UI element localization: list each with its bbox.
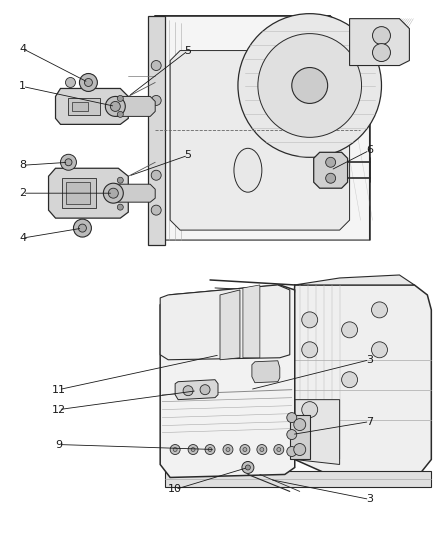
Polygon shape <box>49 168 128 218</box>
Circle shape <box>108 188 118 198</box>
Text: 4: 4 <box>19 233 26 243</box>
Circle shape <box>287 430 297 440</box>
Circle shape <box>106 96 125 116</box>
Circle shape <box>78 224 86 232</box>
Circle shape <box>240 445 250 455</box>
Polygon shape <box>290 415 310 459</box>
Circle shape <box>188 445 198 455</box>
Text: 3: 3 <box>366 495 373 504</box>
Circle shape <box>183 386 193 395</box>
Circle shape <box>326 173 336 183</box>
Text: 5: 5 <box>184 45 191 55</box>
Polygon shape <box>160 285 290 360</box>
Circle shape <box>302 342 318 358</box>
Polygon shape <box>295 400 339 464</box>
Polygon shape <box>350 19 410 66</box>
Polygon shape <box>165 472 431 487</box>
Polygon shape <box>170 51 350 230</box>
Text: 8: 8 <box>19 160 26 170</box>
Circle shape <box>294 443 306 456</box>
Polygon shape <box>148 15 165 245</box>
Text: 12: 12 <box>51 405 66 415</box>
Circle shape <box>372 27 390 45</box>
Circle shape <box>326 157 336 167</box>
Circle shape <box>258 34 361 138</box>
Polygon shape <box>220 290 240 360</box>
Polygon shape <box>314 152 348 188</box>
Circle shape <box>151 95 161 106</box>
Polygon shape <box>68 99 100 116</box>
Polygon shape <box>63 178 96 208</box>
Polygon shape <box>160 285 295 478</box>
Circle shape <box>342 372 357 387</box>
Circle shape <box>238 14 381 157</box>
Text: 2: 2 <box>19 188 26 198</box>
Ellipse shape <box>234 148 262 192</box>
Polygon shape <box>175 379 218 400</box>
Circle shape <box>170 445 180 455</box>
Circle shape <box>60 154 77 170</box>
Circle shape <box>287 447 297 456</box>
Circle shape <box>226 448 230 451</box>
Circle shape <box>342 322 357 338</box>
Circle shape <box>302 312 318 328</box>
Circle shape <box>110 101 120 111</box>
Circle shape <box>242 462 254 473</box>
Text: 1: 1 <box>19 82 26 92</box>
Polygon shape <box>252 361 280 383</box>
Circle shape <box>151 61 161 70</box>
Circle shape <box>191 448 195 451</box>
Polygon shape <box>285 285 431 480</box>
Circle shape <box>371 342 388 358</box>
Circle shape <box>243 448 247 451</box>
Circle shape <box>277 448 281 451</box>
Circle shape <box>287 413 297 423</box>
Polygon shape <box>113 184 155 202</box>
Circle shape <box>294 418 306 431</box>
Circle shape <box>260 448 264 451</box>
Polygon shape <box>56 88 128 124</box>
Text: 3: 3 <box>366 355 373 365</box>
Circle shape <box>372 44 390 61</box>
Circle shape <box>117 204 124 210</box>
Circle shape <box>260 365 274 379</box>
Text: 7: 7 <box>366 417 373 426</box>
Circle shape <box>200 385 210 394</box>
Circle shape <box>208 448 212 451</box>
Circle shape <box>151 170 161 180</box>
Circle shape <box>371 302 388 318</box>
Circle shape <box>257 445 267 455</box>
Circle shape <box>65 159 72 166</box>
Circle shape <box>151 205 161 215</box>
Text: 9: 9 <box>55 440 62 449</box>
Polygon shape <box>72 102 88 111</box>
Circle shape <box>79 74 97 92</box>
Circle shape <box>74 219 92 237</box>
Text: 10: 10 <box>168 484 182 495</box>
Circle shape <box>117 111 124 117</box>
Circle shape <box>205 445 215 455</box>
Polygon shape <box>155 15 370 240</box>
Circle shape <box>292 68 328 103</box>
Text: 5: 5 <box>184 150 191 160</box>
Text: 11: 11 <box>52 385 66 394</box>
Circle shape <box>274 445 284 455</box>
Polygon shape <box>243 285 260 358</box>
Polygon shape <box>295 275 414 285</box>
Circle shape <box>85 78 92 86</box>
Circle shape <box>173 448 177 451</box>
Text: 6: 6 <box>366 146 373 155</box>
Circle shape <box>117 177 124 183</box>
Circle shape <box>245 465 251 470</box>
Circle shape <box>103 183 124 203</box>
Circle shape <box>66 77 75 87</box>
Text: 4: 4 <box>19 44 26 54</box>
Polygon shape <box>115 96 155 116</box>
Circle shape <box>117 95 124 101</box>
Circle shape <box>223 445 233 455</box>
Polygon shape <box>67 182 90 204</box>
Circle shape <box>302 402 318 417</box>
